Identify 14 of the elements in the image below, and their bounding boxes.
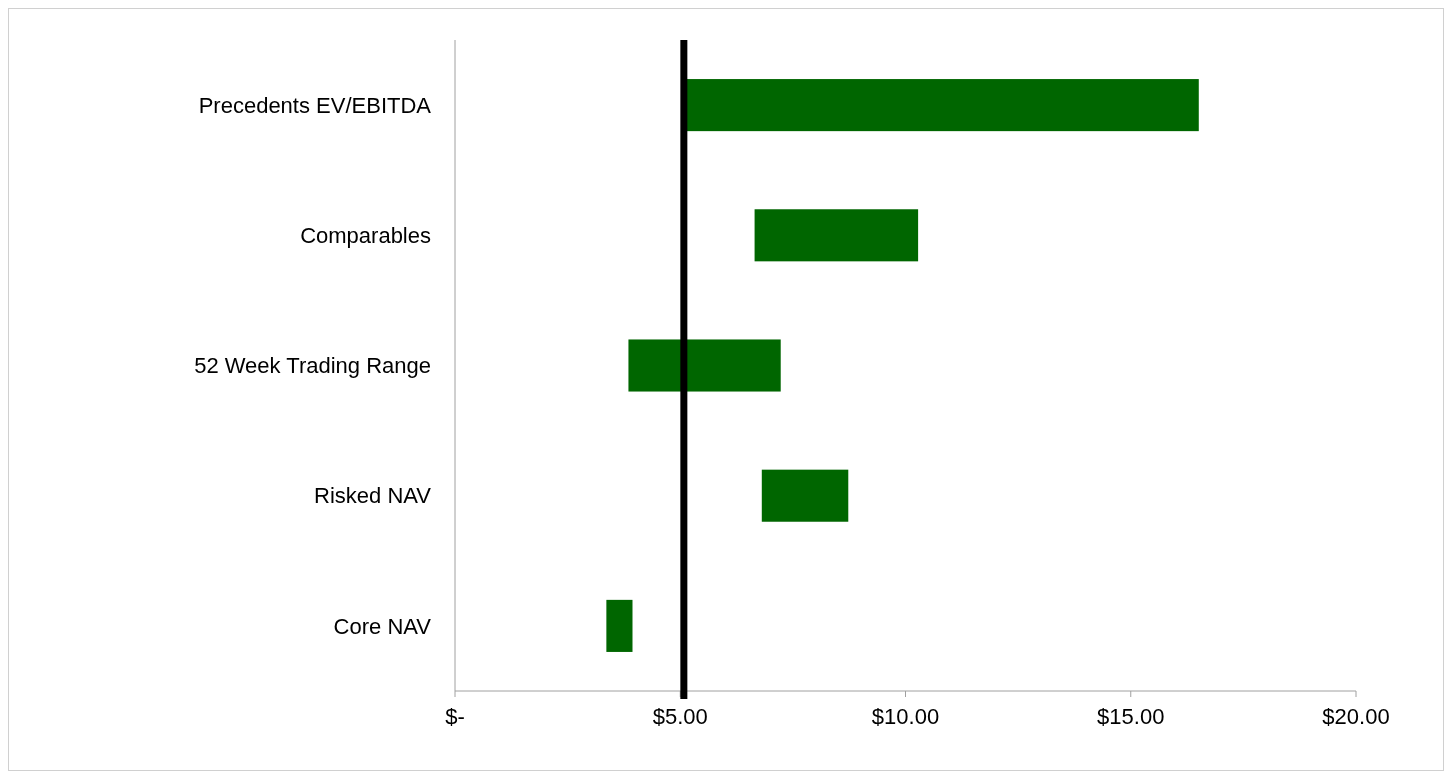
- y-tick-label: Core NAV: [333, 613, 432, 639]
- x-tick-label: $-: [445, 704, 465, 729]
- x-tick-label: $5.00: [652, 704, 708, 729]
- y-tick-label: Comparables: [300, 223, 431, 248]
- y-tick-label: Precedents EV/EBITDA: [198, 92, 432, 118]
- x-tick-label: $15.00: [1097, 704, 1165, 729]
- bar: [606, 599, 633, 652]
- y-tick-label: 52 Week Trading Range: [194, 353, 431, 379]
- bar: [754, 209, 919, 262]
- y-tick-label: Risked NAV: [314, 483, 432, 509]
- bar: [761, 469, 849, 522]
- x-tick-label: $20.00: [1322, 704, 1390, 729]
- bar: [628, 339, 781, 392]
- x-tick-label: $10.00: [871, 704, 940, 729]
